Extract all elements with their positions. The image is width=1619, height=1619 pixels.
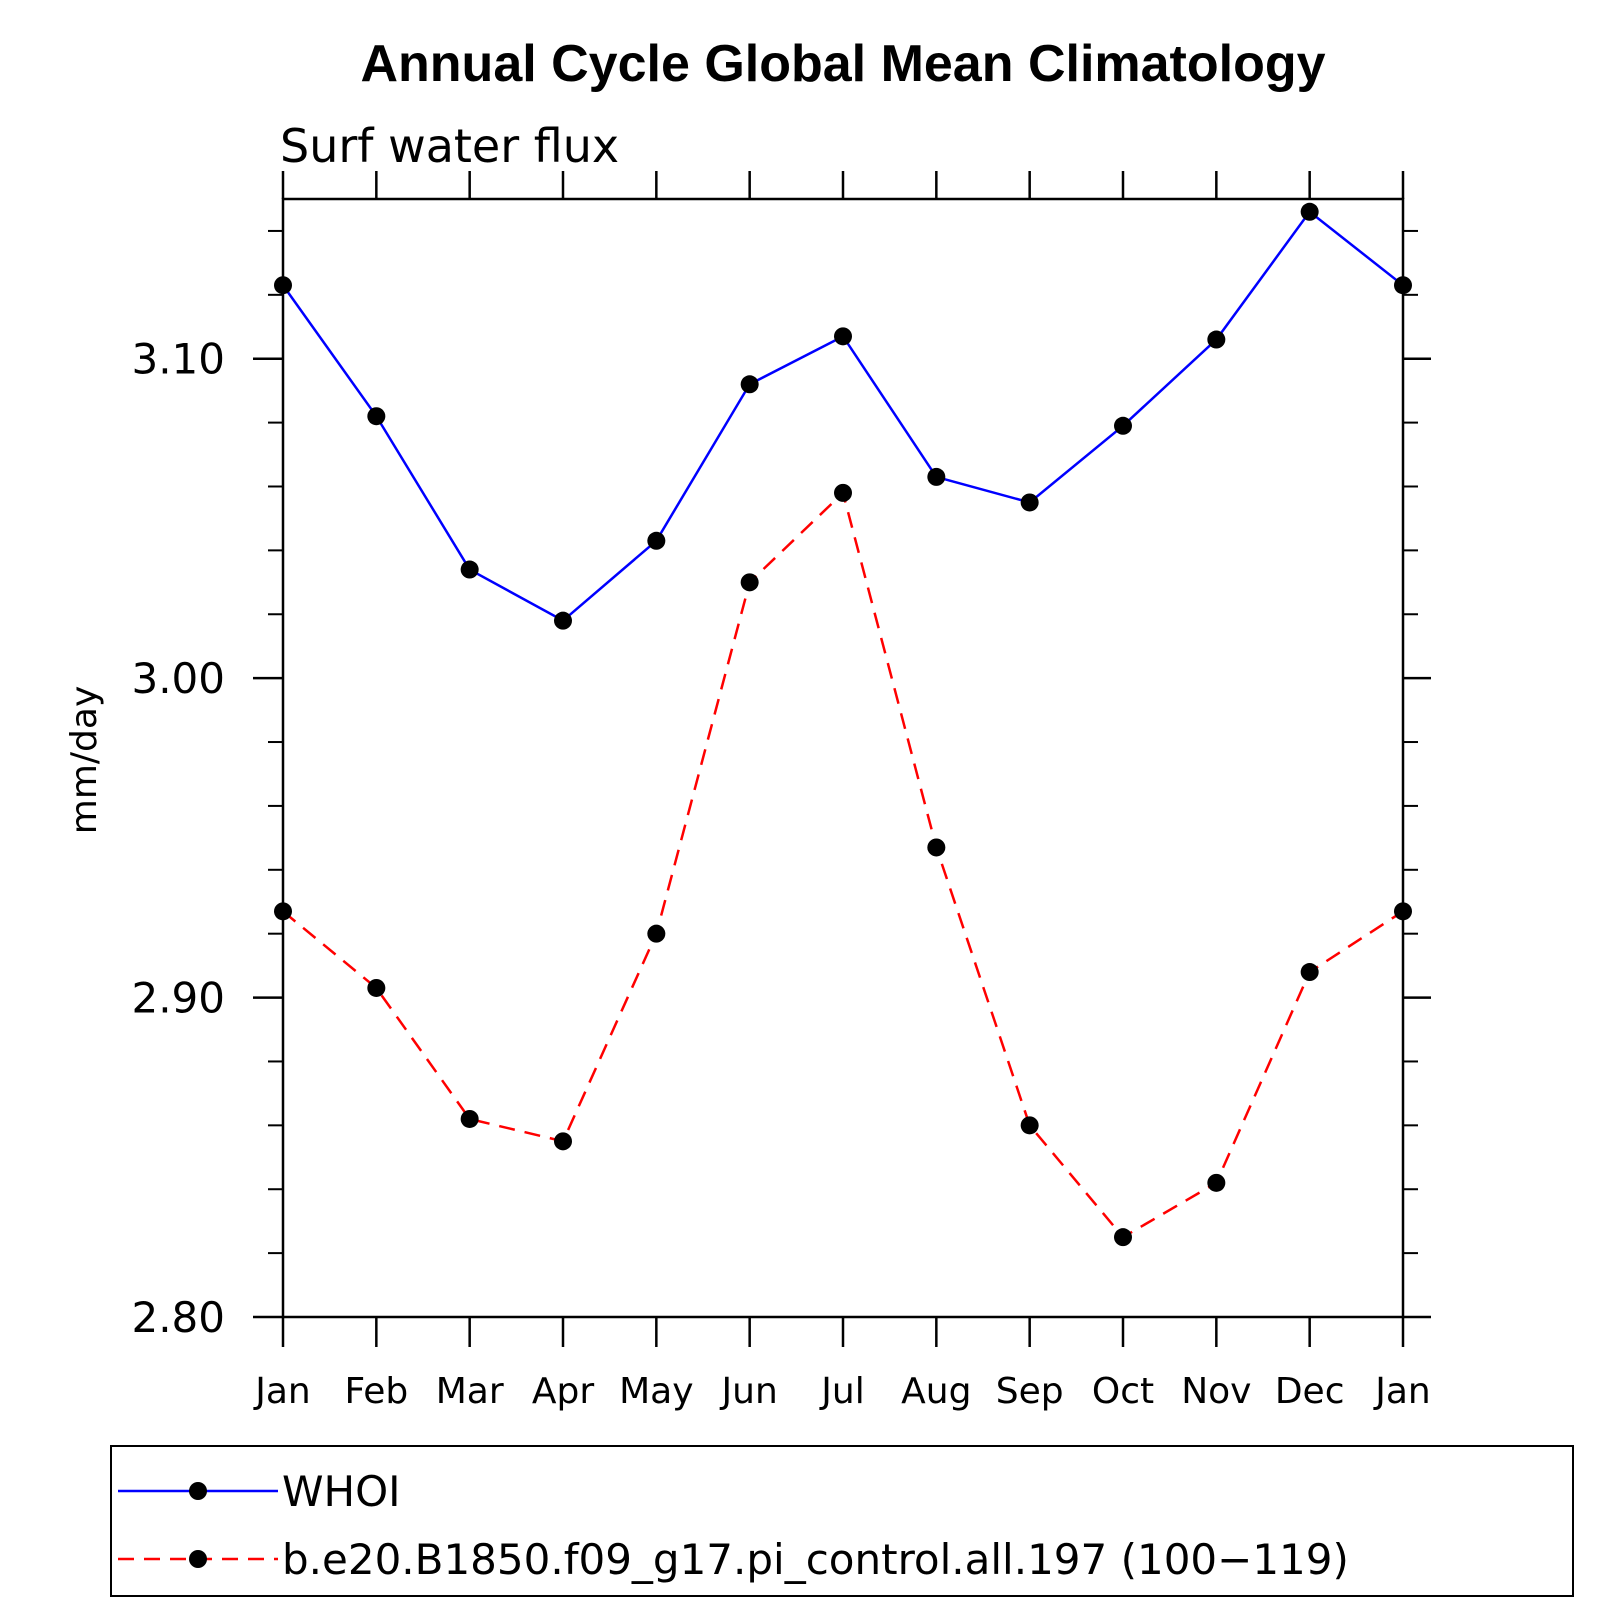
x-tick-label: Jan [253,1371,311,1412]
data-point [647,531,666,550]
x-tick-label: Jul [819,1371,864,1412]
data-point [367,978,386,997]
data-point [274,902,292,921]
data-point [834,483,852,502]
data-point [1020,493,1039,512]
x-tick-label: May [619,1371,693,1412]
data-point [927,467,946,486]
data-point [647,924,666,943]
data-point [1394,902,1412,921]
x-tick-label: Jun [720,1371,778,1412]
series-0 [274,202,1412,630]
data-point [554,611,572,630]
data-point [274,276,292,295]
series-1 [274,483,1412,1247]
y-tick-label: 2.80 [131,1293,225,1342]
y-tick-label: 3.10 [131,335,225,384]
data-point [927,838,946,857]
x-tick-label: Jan [1373,1371,1431,1412]
legend: WHOI b.e20.B1850.f09_g17.pi_control.all.1… [110,1445,1574,1597]
x-tick-label: Aug [901,1371,971,1412]
data-point [1020,1116,1039,1135]
x-tick-label: Feb [344,1371,408,1412]
y-tick-label: 2.90 [131,974,225,1023]
axes: Jan Feb Mar Apr May Jun Jul Aug Sep Oct Nov Dec Jan 2… [131,171,1431,1412]
data-point [834,327,852,346]
legend-marker [189,1550,207,1568]
y-tick-label: 3.00 [131,654,225,703]
data-point [1207,1173,1226,1192]
data-point [1394,276,1412,295]
data-point [1300,963,1319,982]
x-tick-label: Sep [996,1371,1064,1412]
legend-box [110,1445,1574,1597]
data-point [1114,416,1132,435]
y-axis-label: mm/day [64,686,105,834]
data-point [367,407,386,426]
x-tick-label: Dec [1275,1371,1345,1412]
x-tick-label: Mar [436,1371,504,1412]
series-line [281,209,1404,623]
legend-label: b.e20.B1850.f09_g17.pi_control.all.197 (… [282,1535,1349,1584]
x-tick-label: Nov [1181,1371,1251,1412]
legend-label: WHOI [282,1467,401,1516]
data-point [554,1132,572,1151]
data-point [460,1109,479,1128]
data-point [740,573,759,592]
chart-title: Annual Cycle Global Mean Climatology [360,35,1325,93]
data-point [1207,330,1226,349]
data-point [1300,202,1319,221]
x-tick-label: Oct [1092,1371,1154,1412]
plot-frame [281,197,1405,1319]
chart-subtitle: Surf water flux [280,119,619,173]
series-line [282,490,1404,1239]
data-point [1114,1228,1132,1247]
data-point [460,560,479,579]
x-tick-label: Apr [532,1371,594,1412]
data-point [740,375,759,394]
series-layer [274,202,1412,1247]
legend-marker [189,1482,207,1500]
